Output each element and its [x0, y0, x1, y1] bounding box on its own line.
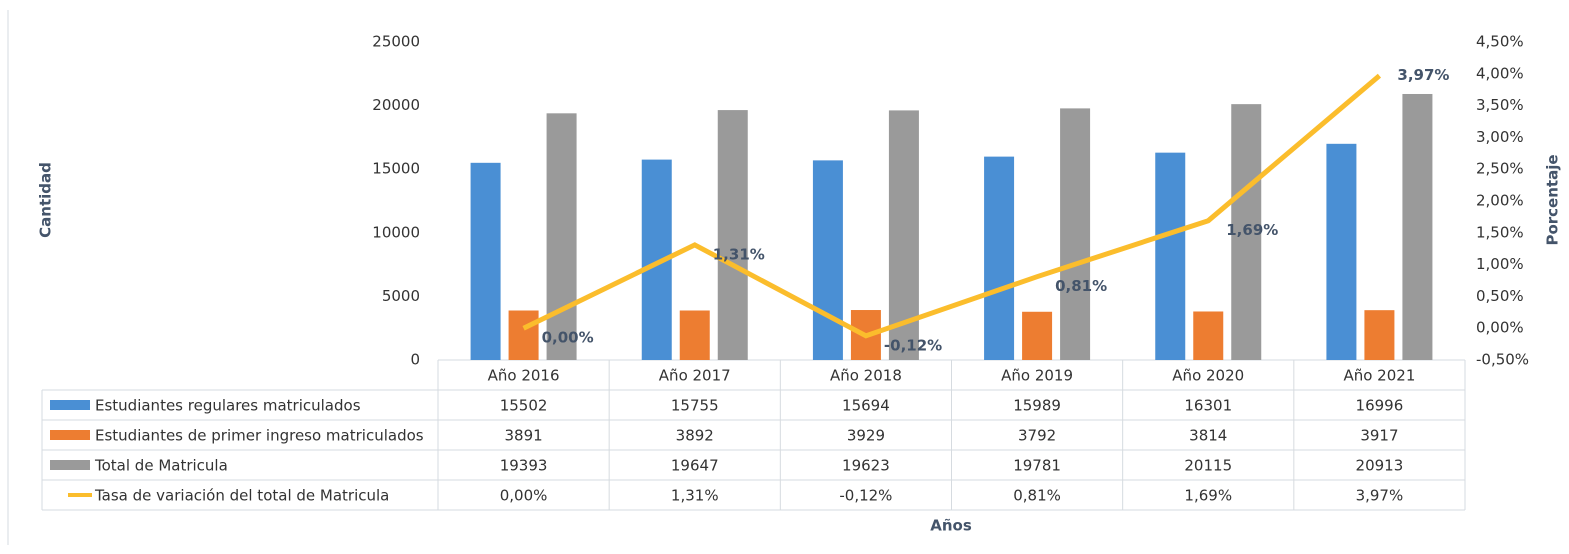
table-value: 3891 [504, 427, 542, 445]
bar [508, 310, 539, 360]
legend-key [50, 430, 90, 440]
data-label: 0,00% [542, 329, 594, 347]
bar [679, 310, 710, 360]
table-value: 3,97% [1356, 487, 1404, 505]
y2-axis-title: Porcentaje [1544, 154, 1562, 245]
table-value: 3917 [1360, 427, 1398, 445]
legend-label: Estudiantes regulares matriculados [95, 397, 361, 415]
table-value: 1,69% [1184, 487, 1232, 505]
x-tick-label: Año 2017 [659, 367, 731, 385]
y-tick-label: 10000 [372, 223, 420, 241]
data-label: 1,69% [1226, 221, 1278, 239]
y2-tick-label: 3,00% [1476, 128, 1524, 146]
y2-tick-label: -0,50% [1476, 351, 1529, 369]
y-tick-label: 5000 [382, 287, 420, 305]
table-value: 0,00% [500, 487, 548, 505]
y-axis-title: Cantidad [37, 162, 55, 238]
bar [1022, 311, 1053, 360]
x-tick-label: Año 2019 [1001, 367, 1073, 385]
line [522, 73, 1382, 339]
y2-tick-label: 3,50% [1476, 96, 1524, 114]
legend-label: Estudiantes de primer ingreso matriculad… [95, 427, 424, 445]
table-value: 3792 [1018, 427, 1056, 445]
table-value: 15989 [1013, 397, 1061, 415]
table-value: 19393 [500, 457, 548, 475]
y-tick-label: 20000 [372, 96, 420, 114]
y2-tick-label: 1,00% [1476, 255, 1524, 273]
table-value: 15694 [842, 397, 890, 415]
bar [1326, 143, 1357, 360]
y2-tick-label: 0,00% [1476, 319, 1524, 337]
table-value: 3892 [676, 427, 714, 445]
legend-key [50, 400, 90, 410]
y-tick-label: 15000 [372, 160, 420, 178]
bar [1155, 152, 1186, 360]
bar [812, 160, 843, 360]
bar [1402, 93, 1433, 361]
x-tick-label: Año 2018 [830, 367, 902, 385]
legend-label: Total de Matricula [94, 457, 228, 475]
table-value: 1,31% [671, 487, 719, 505]
table-value: 15502 [500, 397, 548, 415]
legend-key [50, 460, 90, 470]
table-value: 16996 [1356, 397, 1404, 415]
bar [1231, 104, 1262, 360]
y2-tick-label: 0,50% [1476, 287, 1524, 305]
table-value: 15755 [671, 397, 719, 415]
table-value: 3929 [847, 427, 885, 445]
data-label: 0,81% [1055, 277, 1107, 295]
bar [1364, 310, 1395, 360]
table-value: 20913 [1356, 457, 1404, 475]
data-label: -0,12% [884, 336, 942, 354]
x-tick-label: Año 2016 [488, 367, 560, 385]
table-value: 3814 [1189, 427, 1227, 445]
bar [470, 162, 501, 360]
table-value: 16301 [1184, 397, 1232, 415]
y-tick-label: 25000 [372, 33, 420, 51]
y-tick-label: 0 [410, 351, 420, 369]
table-value: 0,81% [1013, 487, 1061, 505]
data-label: 1,31% [713, 245, 765, 263]
y2-tick-label: 1,50% [1476, 223, 1524, 241]
x-axis-title: Años [930, 517, 972, 535]
table-value: 19781 [1013, 457, 1061, 475]
table-value: 19623 [842, 457, 890, 475]
table-value: 20115 [1184, 457, 1232, 475]
y2-tick-label: 4,00% [1476, 64, 1524, 82]
bar [546, 113, 577, 360]
data-label: 3,97% [1397, 66, 1449, 84]
bar [1193, 311, 1224, 360]
y2-tick-label: 4,50% [1476, 33, 1524, 51]
x-tick-label: Año 2020 [1172, 367, 1244, 385]
table-value: 19647 [671, 457, 719, 475]
y2-tick-label: 2,50% [1476, 160, 1524, 178]
bar [984, 156, 1015, 360]
bar [1060, 108, 1091, 360]
legend-label: Tasa de variación del total de Matricula [94, 487, 389, 505]
bar [717, 110, 748, 361]
x-tick-label: Año 2021 [1343, 367, 1415, 385]
y2-tick-label: 2,00% [1476, 192, 1524, 210]
table-value: -0,12% [839, 487, 892, 505]
